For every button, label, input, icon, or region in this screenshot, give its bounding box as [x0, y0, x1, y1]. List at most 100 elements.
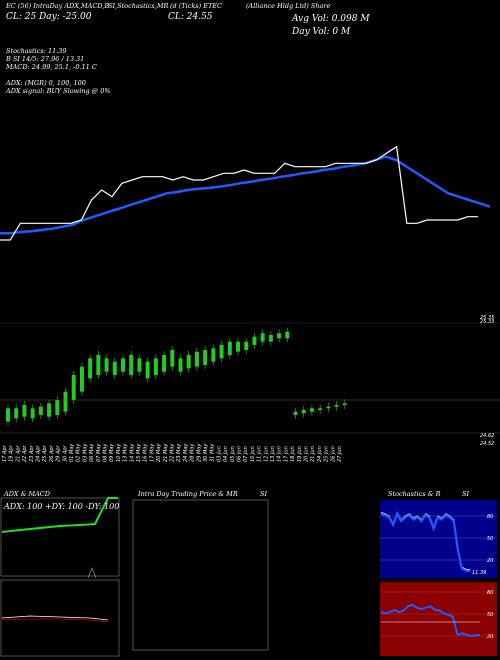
stoch-d-line: [380, 511, 471, 573]
date-label: 22 May: [170, 443, 176, 462]
intraday-panel: [132, 499, 269, 651]
stoch-level-label: 50: [487, 536, 493, 542]
date-label: 17 Jun: [283, 446, 289, 462]
date-label: 16 May: [143, 443, 149, 462]
date-label: 13 Jun: [270, 446, 276, 462]
date-label: 23 Apr: [29, 444, 35, 462]
date-label: 10 Jun: [250, 446, 256, 462]
candle-body: [252, 336, 257, 345]
stoch-panel-suffix: SI: [462, 490, 470, 498]
date-label: 06 May: [89, 443, 95, 462]
date-label: 30 May: [203, 443, 209, 462]
date-label: 14 May: [129, 443, 135, 462]
candle-body: [342, 403, 347, 405]
date-label: 11 Jun: [257, 446, 263, 462]
date-label: 04 Jun: [223, 446, 229, 462]
date-label: 08 May: [103, 443, 109, 462]
candle-body: [71, 375, 76, 400]
price-axis-label: 24.52: [480, 441, 494, 447]
date-label: 17 Apr: [2, 444, 8, 462]
price-axis-label: 24.62: [480, 433, 494, 439]
candle-body: [309, 408, 314, 412]
stoch-panel: [380, 500, 497, 578]
date-label: 05 Jun: [230, 446, 236, 462]
header-mid2: (d (Ticks) ETEC: [170, 2, 223, 10]
candle-body: [153, 358, 158, 375]
date-label: 29 May: [196, 443, 202, 462]
date-label: 13 May: [123, 443, 129, 462]
candle-body: [186, 355, 191, 369]
date-label: 21 May: [163, 443, 169, 462]
stoch-readout: Stochastics: 11.39: [6, 47, 67, 55]
si-level-label: 20: [487, 634, 493, 640]
candle-body: [112, 361, 117, 375]
candle-body: [63, 391, 68, 412]
candle-body: [55, 400, 60, 415]
date-label: 03 May: [82, 443, 88, 462]
candle-body: [104, 358, 109, 372]
macd-panel: [0, 579, 120, 657]
price-series-line: [0, 145, 478, 241]
stoch-level-label: 20: [487, 558, 493, 564]
stoch-level-label: 80: [487, 514, 493, 520]
candle-body: [162, 355, 167, 372]
date-label: 19 Jun: [297, 446, 303, 462]
candle-body: [6, 408, 10, 422]
date-label: 07 Jun: [243, 446, 249, 462]
stoch-panel-title: Stochastics & R: [388, 490, 441, 498]
candle-body: [145, 361, 150, 379]
intraday-panel-title: Intra Day Trading Price & MR: [138, 490, 238, 498]
candle-body: [334, 405, 339, 407]
price-axis-label: 25.33: [480, 319, 494, 325]
si-level-label: 80: [487, 590, 493, 596]
date-label: 29 Apr: [56, 444, 62, 462]
date-label: 31 May: [210, 443, 216, 462]
macd-signal-line: [1, 618, 109, 623]
candle-body: [47, 403, 52, 417]
adx-panel: [0, 497, 120, 577]
date-label: 01 May: [69, 443, 75, 462]
date-label: 23 May: [176, 443, 182, 462]
date-label: 10 May: [116, 443, 122, 462]
date-label: 19 Apr: [9, 444, 15, 462]
adx-panel-readout: ADX: 100 +DY: 100 -DY: 100: [4, 502, 120, 511]
date-label: 25 Jun: [324, 446, 330, 462]
candle-body: [244, 341, 249, 350]
candle-body: [236, 341, 240, 352]
adx-panel-title: ADX & MACD: [4, 490, 50, 498]
date-label: 20 May: [156, 443, 162, 462]
date-label: 18 Jun: [290, 446, 296, 462]
date-label: 30 Apr: [62, 444, 68, 462]
adx-line: [1, 497, 118, 533]
candle-body: [285, 331, 290, 339]
date-label: 26 Apr: [49, 444, 55, 462]
close-label: CL: 24.55: [168, 12, 213, 22]
date-label: 15 May: [136, 443, 142, 462]
date-label: 26 Jun: [330, 446, 336, 462]
header-cl: CL: 25 Day: -25.00: [6, 12, 92, 22]
candle-body: [227, 341, 232, 355]
candle-body: [22, 405, 27, 417]
si-line: [380, 603, 481, 638]
price-axis-label: 25.35: [480, 315, 494, 321]
candle-body: [137, 358, 142, 372]
candle-body: [79, 366, 84, 392]
candle-body: [277, 333, 282, 339]
date-label: 14 Jun: [277, 446, 283, 462]
date-label: 09 May: [109, 443, 115, 462]
date-label: 24 Apr: [36, 444, 42, 462]
date-label: 24 Jun: [317, 446, 323, 462]
si-level-label: 50: [487, 612, 493, 618]
header-left: EC (56) IntraDay ADX,MACD,B: [6, 2, 110, 10]
date-label: 22 Apr: [22, 444, 28, 462]
avg-vol: Avg Vol: 0.098 M: [292, 14, 370, 24]
date-label: 21 Apr: [15, 444, 21, 462]
candle-body: [301, 410, 306, 414]
date-label: 20 Jun: [304, 446, 310, 462]
header-mid: SI,Stochastics,MR: [108, 2, 169, 10]
date-label: 07 May: [96, 443, 102, 462]
candle-body: [178, 358, 183, 372]
candle-body: [194, 351, 199, 367]
si-panel: [380, 582, 497, 656]
candle-body: [96, 355, 101, 375]
